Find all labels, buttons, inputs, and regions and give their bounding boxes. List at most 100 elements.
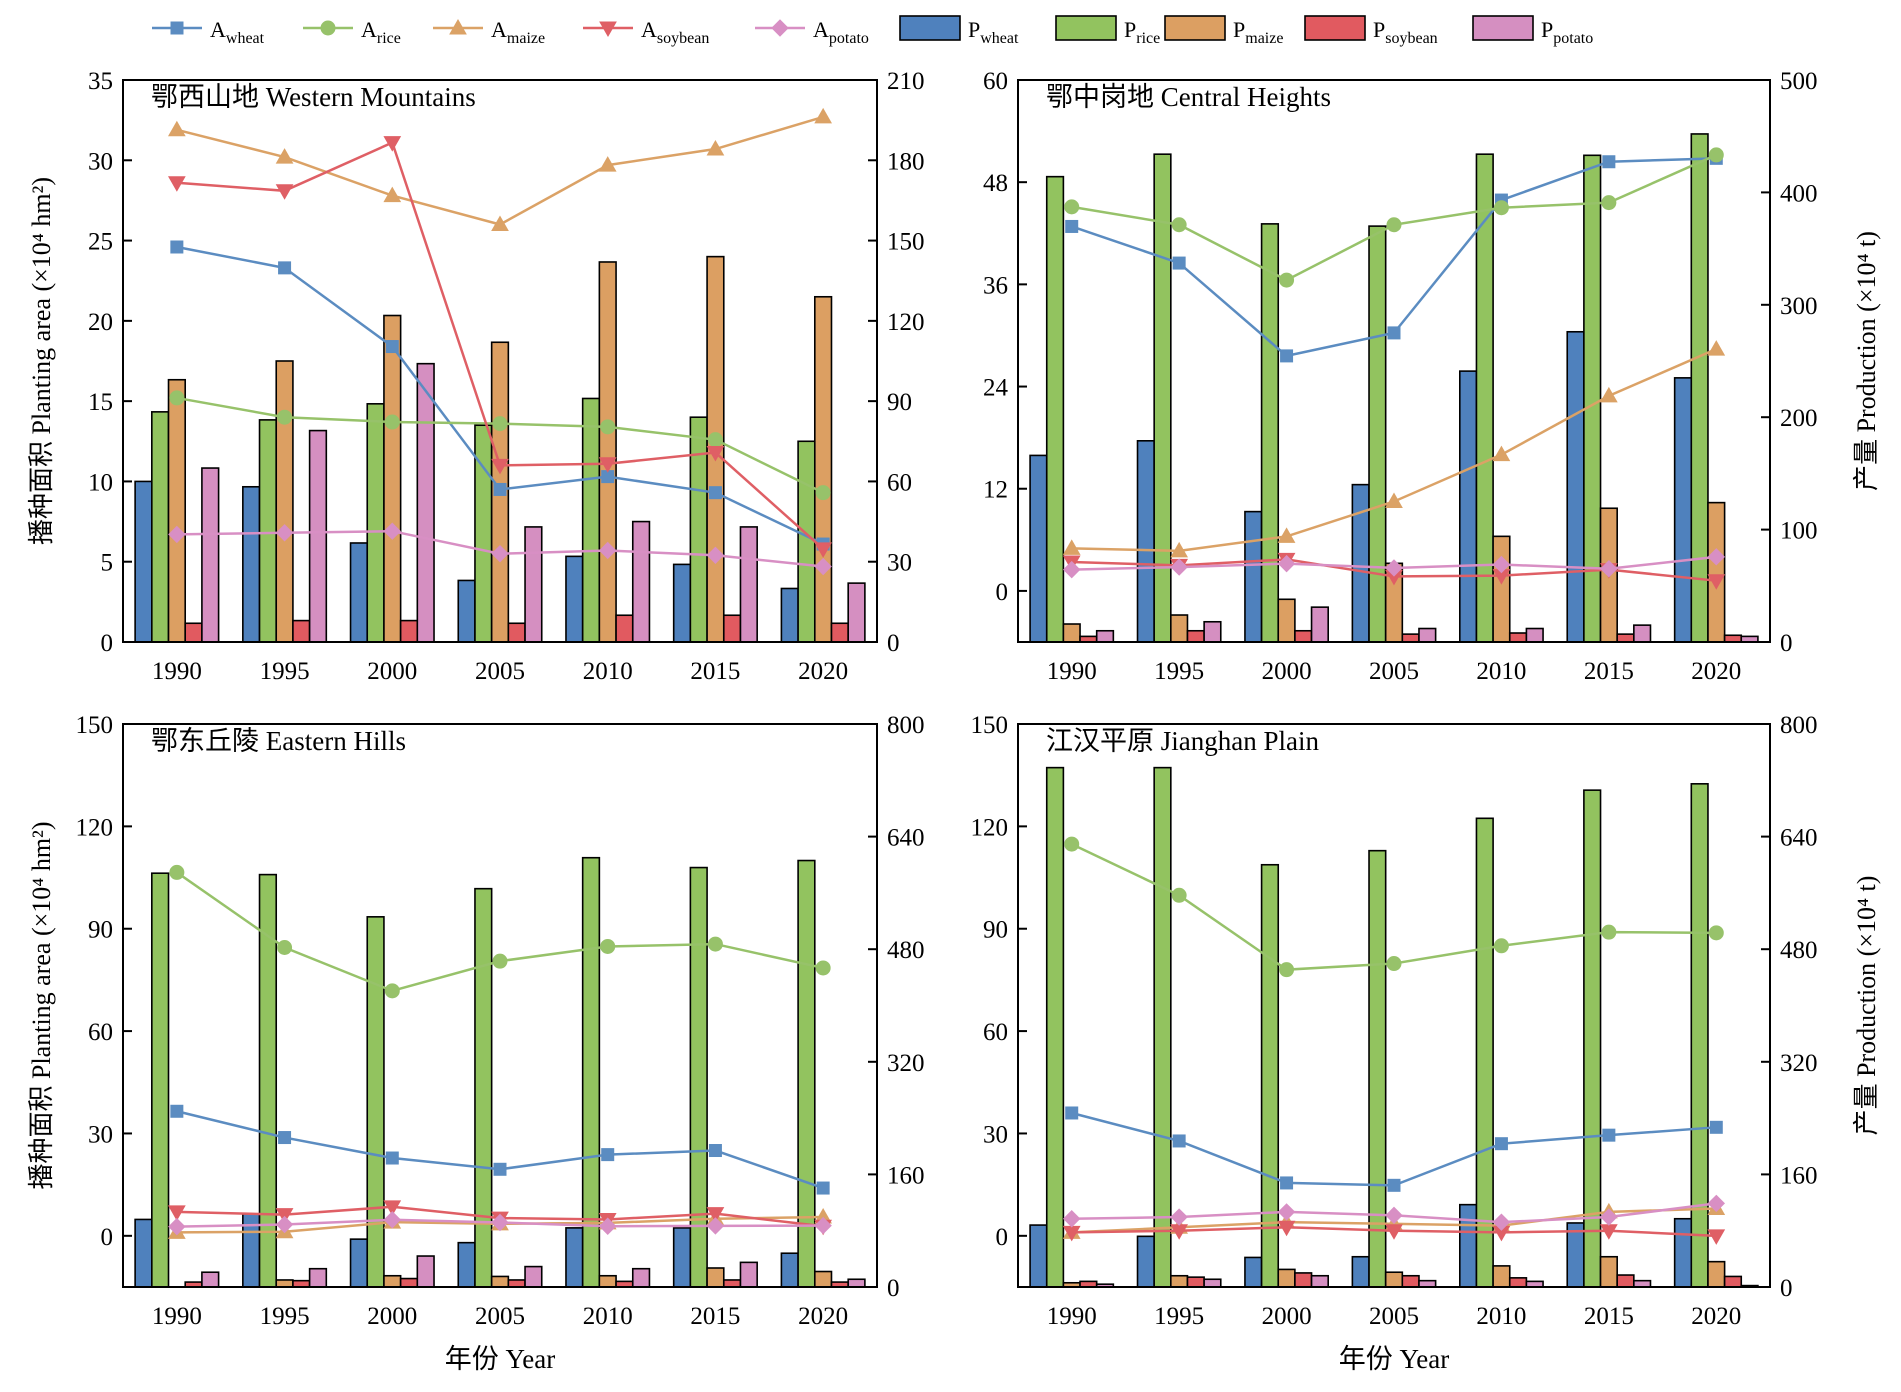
bar-maize-1995 [1170, 1274, 1189, 1288]
bar-wheat-1995 [1136, 440, 1155, 643]
legend-marker-potato [771, 19, 789, 37]
bar-wheat-2000 [349, 1238, 369, 1288]
bars [1029, 766, 1759, 1288]
point-rice-2005 [1386, 217, 1402, 233]
bar-wheat-2020 [1673, 377, 1693, 643]
point-potato-2020 [1707, 548, 1725, 566]
left-tick-label: 0 [996, 579, 1009, 606]
left-tick-label: 60 [88, 1019, 113, 1046]
x-tick-label: 2020 [1691, 658, 1741, 685]
point-rice-1990 [169, 864, 185, 880]
bar-maize-1995 [275, 1279, 294, 1288]
left-tick-label: 20 [88, 309, 113, 336]
point-maize-2005 [1385, 492, 1403, 508]
right-tick-label: 160 [1780, 1162, 1818, 1189]
bar-maize-1995 [275, 360, 294, 643]
x-tick-label: 2020 [798, 1303, 848, 1330]
left-tick-label: 12 [983, 477, 1008, 504]
right-tick-label: 120 [887, 309, 925, 336]
bar-potato-2020 [847, 1278, 866, 1288]
point-maize-2015 [706, 140, 725, 156]
x-axis: 1990 1995 2000 2005 2010 2015 2020 [1047, 1303, 1742, 1330]
point-potato-2015 [706, 546, 725, 564]
point-soybean-2005 [491, 458, 509, 475]
point-soybean-2020 [814, 542, 833, 558]
point-wheat-2015 [708, 486, 722, 500]
bar-potato-1995 [1203, 1278, 1222, 1288]
bar-wheat-2015 [672, 563, 692, 643]
left-axis: 0 12 24 36 48 60 [983, 68, 1027, 606]
plot-frame [1017, 723, 1771, 1288]
bar-soybean-1995 [1186, 629, 1205, 643]
right-tick-label: 800 [887, 712, 925, 739]
point-potato-2010 [599, 541, 617, 560]
bar-soybean-2020 [1723, 634, 1743, 643]
right-tick-label: 60 [887, 469, 912, 496]
lines [1062, 147, 1726, 590]
point-rice-2015 [1601, 924, 1617, 940]
bar-maize-2000 [1277, 1268, 1296, 1288]
bar-rice-1995 [1153, 766, 1172, 1288]
point-potato-2000 [383, 522, 401, 540]
bar-maize-2015 [1599, 1255, 1618, 1288]
point-potato-2015 [1600, 1208, 1618, 1226]
point-wheat-2000 [1280, 349, 1294, 363]
x-tick-label: 1995 [1154, 658, 1204, 685]
right-tick-label: 320 [1780, 1050, 1818, 1077]
left-tick-label: 90 [983, 917, 1008, 944]
panel-title: 鄂中岗地 Central Heights [1046, 82, 1331, 112]
point-potato-2010 [1492, 1213, 1511, 1231]
left-tick-label: 35 [88, 68, 113, 95]
chart-panel-4: 0 30 60 90 120 150 0 160 320 480 640 800 1990 1995 200… [971, 712, 1882, 1374]
left-tick-label: 60 [983, 68, 1008, 95]
point-rice-2015 [707, 432, 723, 448]
right-tick-label: 0 [1780, 630, 1793, 657]
bar-potato-2005 [524, 1265, 543, 1288]
point-wheat-2020 [816, 1181, 830, 1195]
point-potato-2020 [1707, 1194, 1725, 1213]
right-tick-label: 300 [1780, 293, 1818, 320]
left-tick-label: 5 [101, 550, 114, 577]
point-soybean-1990 [167, 176, 186, 192]
right-tick-label: 640 [1780, 825, 1818, 852]
legend-bar-swatch [1164, 15, 1226, 41]
point-potato-2000 [383, 1211, 401, 1229]
x-tick-label: 1990 [1047, 1303, 1097, 1330]
bar-wheat-2010 [565, 1227, 584, 1288]
point-soybean-2015 [706, 1207, 725, 1223]
point-wheat-1990 [170, 240, 184, 254]
right-axis-title: 产量 Production (×10⁴ t) [1852, 876, 1881, 1136]
point-potato-2020 [814, 557, 832, 576]
bar-soybean-2000 [399, 619, 419, 643]
bar-soybean-1995 [292, 619, 311, 643]
legend-bar-swatch [899, 15, 961, 41]
legend-bar-swatch [1304, 15, 1366, 41]
point-wheat-2005 [1387, 1178, 1401, 1192]
point-maize-2020 [1707, 340, 1726, 356]
legend-label-sub: potato [829, 30, 869, 47]
bar-wheat-2005 [457, 1241, 476, 1288]
point-wheat-2000 [1280, 1176, 1294, 1190]
legend-label-base: P [1541, 17, 1553, 42]
bar-maize-2005 [490, 1275, 510, 1288]
point-wheat-2015 [708, 1144, 722, 1158]
left-tick-label: 0 [101, 630, 114, 657]
legend-marker-maize [449, 18, 467, 35]
point-rice-1995 [277, 409, 293, 425]
x-tick-label: 2015 [690, 658, 740, 685]
legend-label-sub: rice [1136, 30, 1160, 47]
bar-maize-2020 [1707, 1260, 1726, 1288]
point-maize-2015 [1599, 386, 1618, 403]
bar-potato-2000 [416, 1255, 435, 1288]
point-rice-2000 [384, 983, 400, 999]
point-potato-2000 [1277, 554, 1296, 573]
point-wheat-2005 [1387, 326, 1401, 340]
left-tick-label: 30 [88, 1121, 113, 1148]
bar-wheat-2020 [1673, 1217, 1693, 1288]
point-wheat-2005 [493, 482, 507, 496]
right-tick-label: 480 [1780, 937, 1818, 964]
point-soybean-2020 [1707, 574, 1726, 590]
legend-label-base: A [210, 17, 226, 42]
